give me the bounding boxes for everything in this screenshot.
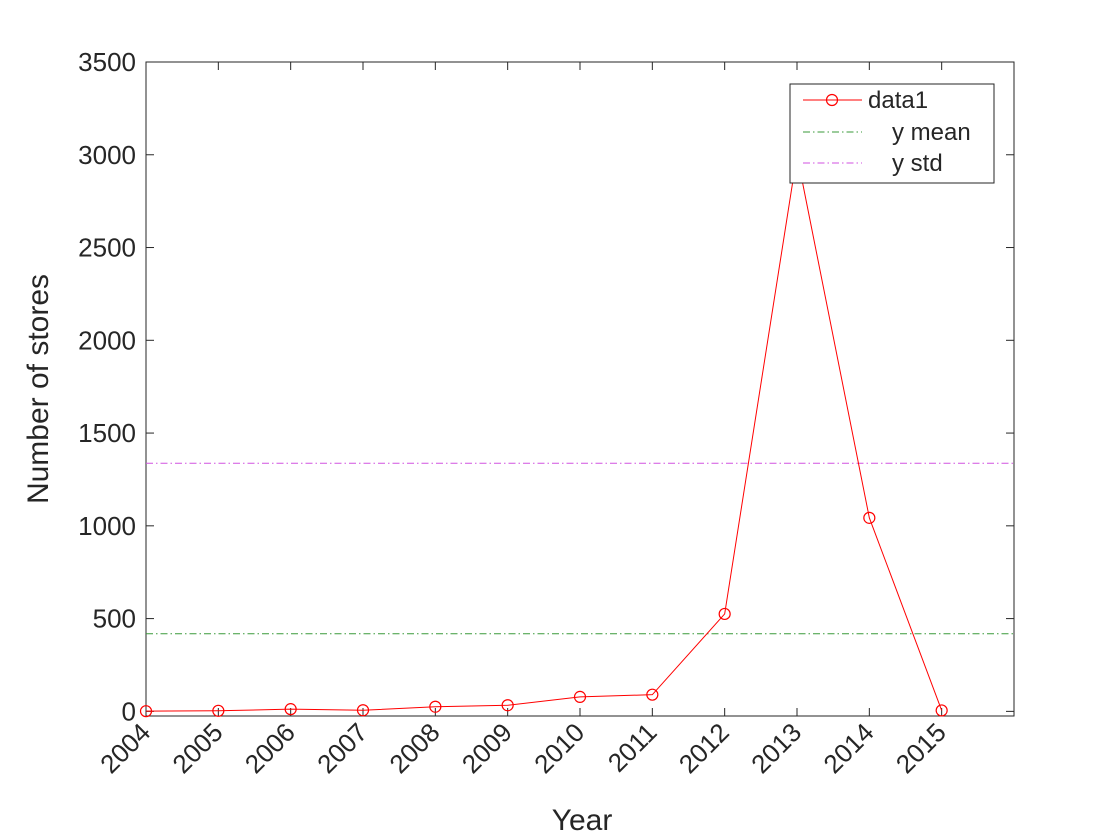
y-axis-title: Number of stores [22,274,55,504]
x-tick-label: 2014 [817,717,879,779]
legend-label-y-mean: y mean [892,119,971,146]
x-tick-label: 2013 [745,717,807,779]
y-tick-label: 1500 [78,418,136,448]
data-point [429,700,442,713]
y-tick-label: 1000 [78,511,136,541]
y-tick-label: 3500 [78,47,136,77]
x-axis-title: Year [552,804,613,837]
data-point [139,705,153,718]
data-point [935,704,948,717]
y-tick-label: 2000 [78,325,136,355]
x-tick-label: 2004 [94,717,156,779]
x-tick-label: 2011 [602,717,663,778]
series-line-data1 [145,154,943,712]
legend: data1 y mean y std [789,83,995,184]
data-point [356,704,370,717]
x-tick-label: 2010 [528,717,590,779]
data-point [212,704,225,717]
y-tick-label: 2500 [78,233,136,263]
x-tick-label: 2008 [383,717,445,779]
y-axis-ticks: 0 500 1000 1500 2000 2500 3000 3500 [78,47,1014,726]
data-point [863,511,876,524]
x-tick-label: 2009 [456,717,518,779]
x-tick-label: 2012 [673,717,735,779]
y-tick-label: 0 [122,696,136,726]
x-tick-label: 2007 [311,717,373,779]
data-point [646,688,659,701]
data-point [573,690,587,703]
legend-marker-data1 [825,93,839,107]
x-tick-label: 2006 [239,717,301,779]
y-tick-label: 500 [93,604,136,634]
x-tick-label: 2015 [890,717,952,779]
data-point [718,607,731,621]
x-tick-label: 2005 [166,717,228,779]
legend-label-y-std: y std [892,150,943,177]
data-point [284,703,297,716]
data-point [501,699,514,712]
y-tick-label: 3000 [78,140,136,170]
legend-label-data1: data1 [868,87,928,114]
